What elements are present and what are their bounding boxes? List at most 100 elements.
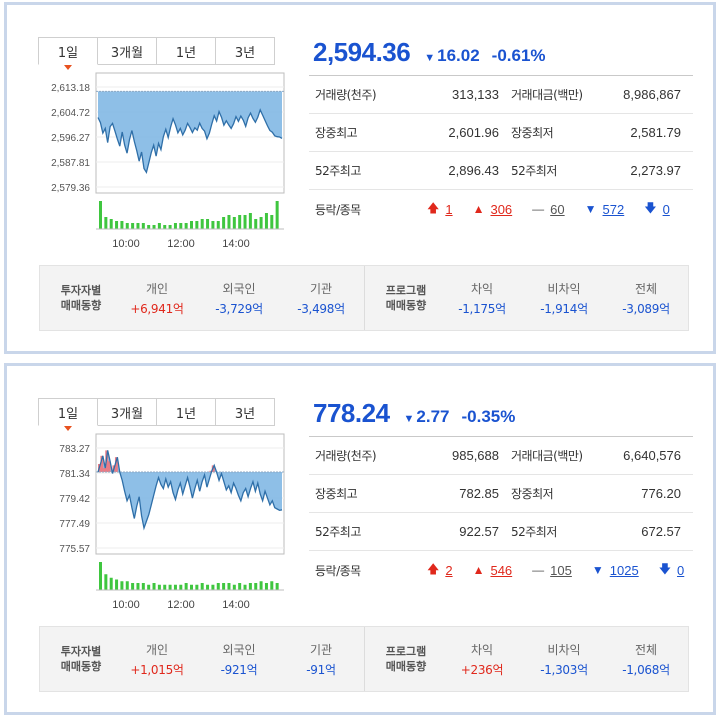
investor-col: 기관 -91억	[306, 642, 336, 677]
volume-bar	[248, 583, 252, 590]
y-tick-label: 783.27	[59, 444, 90, 455]
period-tabs: 1일 3개월 1년 3년	[38, 37, 275, 70]
volume-bar	[131, 223, 135, 229]
arrow-up-icon: 🡅	[427, 200, 440, 215]
rise-fill	[102, 468, 106, 473]
volume-bar	[259, 217, 263, 229]
volume-bar	[232, 217, 236, 229]
volume-bar	[99, 562, 102, 590]
volume-bar	[179, 584, 183, 590]
stats-row: 장중최고 2,601.96 장중최저 2,581.79	[309, 114, 693, 152]
volume-bar	[270, 215, 274, 229]
rising-link[interactable]: ▲ 546	[472, 562, 513, 578]
volume-bar	[248, 213, 252, 229]
volume-bar	[120, 581, 124, 590]
program-col: 전체 -1,068억	[622, 642, 670, 677]
plot-frame	[95, 433, 285, 555]
x-tick-label: 14:00	[222, 238, 250, 250]
volume-bar	[195, 221, 199, 229]
volume-bar	[222, 217, 226, 229]
up-triangle-icon: ▲	[472, 563, 485, 577]
volume-bar	[211, 584, 215, 590]
volume-bar	[238, 583, 242, 590]
tab-1day[interactable]: 1일	[38, 398, 98, 431]
period-tabs: 1일 3개월 1년 3년	[38, 398, 275, 431]
volume-bar	[168, 584, 172, 590]
rising-link[interactable]: ▲ 306	[472, 201, 513, 217]
stats-row: 52주최고 922.57 52주최저 672.57	[309, 513, 693, 551]
rise-fill	[107, 461, 111, 473]
investor-col: 개인 +1,015억	[130, 642, 184, 677]
change-percent: -0.61%	[491, 46, 546, 65]
volume-bar	[184, 583, 188, 590]
lower-limit-link[interactable]: 🡇 0	[644, 199, 670, 220]
stat-label: 거래량(천주)	[315, 449, 377, 463]
volume-bar	[131, 583, 135, 590]
y-tick-label: 2,604.72	[51, 108, 90, 119]
lower-limit-link[interactable]: 🡇 0	[659, 560, 685, 581]
stats-table: 거래량(천주) 985,688 거래대금(백만) 6,640,576 장중최고 …	[309, 436, 693, 589]
tab-3year[interactable]: 3년	[215, 398, 275, 426]
volume-bar	[200, 583, 204, 590]
current-price: 778.24	[313, 398, 390, 428]
volume-bar	[190, 221, 193, 229]
volume-bar	[115, 221, 119, 229]
stats-table: 거래량(천주) 313,133 거래대금(백만) 8,986,867 장중최고 …	[309, 75, 693, 228]
tab-3month[interactable]: 3개월	[97, 37, 157, 65]
breadth-row: 등락/종목 🡅 1 ▲ 306 —60 ▼ 572 🡇 0	[309, 190, 693, 228]
program-col: 비차익 -1,303억	[540, 642, 588, 677]
upper-limit-link[interactable]: 🡅 1	[427, 199, 453, 220]
intraday-chart[interactable]: 783.27 781.34 779.42 777.49 775.57 10:00 12:00…	[35, 432, 287, 614]
volume-bar	[206, 584, 210, 590]
down-triangle-icon: ▼	[584, 202, 597, 216]
unchanged-link[interactable]: —105	[532, 562, 572, 578]
stat-label: 거래대금(백만)	[511, 88, 583, 102]
investor-title: 투자자별 매매동향	[60, 645, 102, 673]
stat-value: 2,273.97	[630, 163, 681, 178]
stats-row: 거래량(천주) 985,688 거래대금(백만) 6,640,576	[309, 437, 693, 475]
volume-bar	[136, 583, 140, 590]
investor-section: 투자자별 매매동향 개인 +1,015억 외국인 -921억 기관 -91억	[40, 627, 364, 691]
active-tab-caret	[64, 65, 72, 70]
stat-label: 장중최저	[511, 126, 554, 140]
program-section: 프로그램 매매동향 차익 -1,175억 비차익 -1,914억 전체 -3,089억	[364, 266, 688, 330]
volume-bar	[157, 223, 161, 229]
stat-value: 313,133	[452, 87, 499, 102]
y-tick-label: 775.57	[59, 544, 90, 555]
down-triangle-icon: ▼	[403, 413, 415, 425]
falling-link[interactable]: ▼ 1025	[591, 562, 639, 578]
tab-3month[interactable]: 3개월	[97, 398, 157, 426]
stat-value: 672.57	[641, 524, 681, 539]
tab-1year[interactable]: 1년	[156, 37, 216, 65]
volume-bar	[227, 583, 231, 590]
intraday-chart[interactable]: 2,613.18 2,604.72 2,596.27 2,587.81 2,579.36…	[35, 71, 287, 253]
program-col: 차익 -1,175억	[458, 281, 506, 316]
stat-value: 6,640,576	[623, 448, 681, 463]
dash-icon: —	[532, 202, 545, 216]
falling-link[interactable]: ▼ 572	[584, 201, 625, 217]
stat-label: 장중최저	[511, 487, 554, 501]
down-triangle-icon: ▼	[591, 563, 604, 577]
volume-bar	[184, 223, 188, 229]
x-tick-label: 10:00	[112, 599, 140, 611]
tab-1year[interactable]: 1년	[156, 398, 216, 426]
tab-1day[interactable]: 1일	[38, 37, 98, 70]
volume-bar	[109, 219, 113, 229]
volume-bar	[232, 584, 236, 590]
upper-limit-link[interactable]: 🡅 2	[427, 560, 453, 581]
volume-bar	[216, 221, 220, 229]
volume-bar	[104, 217, 108, 229]
stat-value: 2,581.79	[630, 125, 681, 140]
active-tab-caret	[64, 426, 72, 431]
volume-bar	[109, 577, 113, 590]
y-tick-label: 777.49	[59, 519, 90, 530]
unchanged-link[interactable]: —60	[532, 201, 565, 217]
stat-label: 거래대금(백만)	[511, 449, 583, 463]
investor-col: 개인 +6,941억	[130, 281, 184, 316]
volume-bar	[173, 223, 177, 229]
volume-bar	[147, 584, 151, 590]
tab-3year[interactable]: 3년	[215, 37, 275, 65]
volume-bar	[99, 201, 102, 229]
program-title: 프로그램 매매동향	[385, 284, 427, 312]
volume-bar	[238, 215, 242, 229]
